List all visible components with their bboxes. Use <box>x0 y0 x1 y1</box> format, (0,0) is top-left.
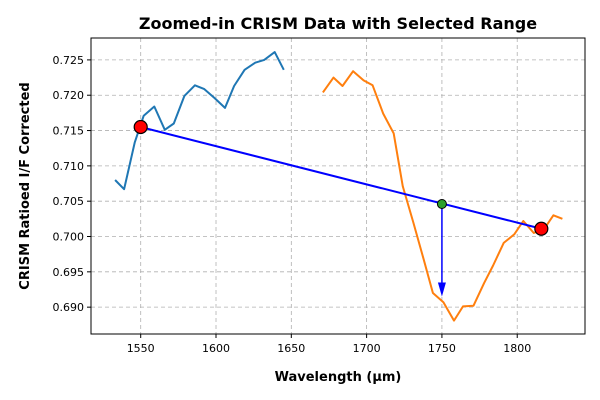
y-tick-label: 0.700 <box>53 231 85 244</box>
midpoint-marker <box>436 199 447 210</box>
series-line-2 <box>322 70 563 322</box>
y-tick-label: 0.715 <box>53 125 85 138</box>
x-tick-label: 1750 <box>428 342 456 355</box>
grid <box>91 38 585 334</box>
chart-title: Zoomed-in CRISM Data with Selected Range <box>139 14 537 33</box>
y-axis: 0.690 0.695 0.700 0.705 0.710 0.715 0.720 0.725 <box>53 54 91 314</box>
y-tick-label: 0.705 <box>53 195 85 208</box>
plot-frame <box>90 37 586 335</box>
y-tick-label: 0.725 <box>53 54 85 67</box>
x-tick-label: 1650 <box>277 342 305 355</box>
y-tick-label: 0.710 <box>53 160 85 173</box>
selected-point-1 <box>133 119 148 135</box>
x-tick-label: 1700 <box>353 342 381 355</box>
x-tick-label: 1800 <box>503 342 531 355</box>
x-tick-label: 1550 <box>127 342 155 355</box>
selected-point-2 <box>534 221 549 236</box>
y-axis-label: CRISM Ratioed I/F Corrected <box>18 82 33 289</box>
selection-line <box>140 126 542 230</box>
arrow-head <box>437 282 446 297</box>
y-tick-label: 0.720 <box>53 89 85 102</box>
y-tick-label: 0.690 <box>53 301 85 314</box>
overlay-layer <box>133 119 549 297</box>
series-layer <box>114 51 563 322</box>
x-axis: 1550 1600 1650 1700 1750 1800 <box>127 334 531 355</box>
x-axis-label: Wavelength (μm) <box>275 370 402 385</box>
x-tick-label: 1600 <box>202 342 230 355</box>
y-tick-label: 0.695 <box>53 266 85 279</box>
